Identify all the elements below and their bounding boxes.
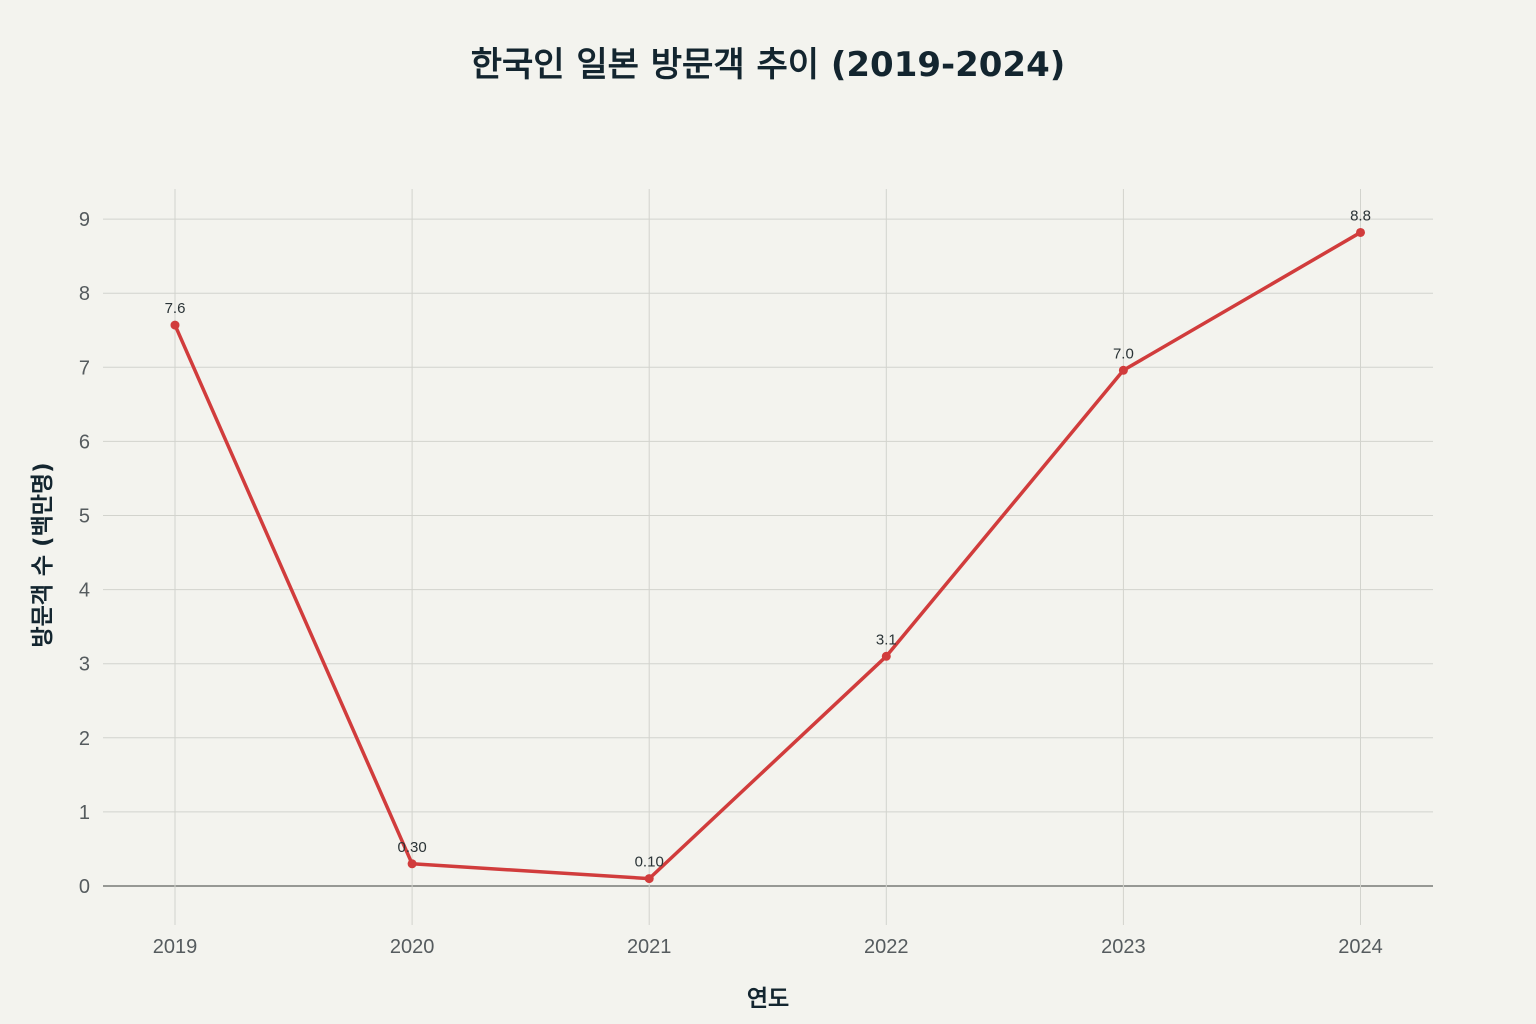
data-markers xyxy=(170,227,1365,884)
data-point xyxy=(1118,365,1128,375)
data-label: 0.30 xyxy=(397,839,426,856)
y-tick-label: 1 xyxy=(79,802,90,824)
data-label: 7.6 xyxy=(165,300,186,317)
data-labels: 7.6 0.30 0.10 3.1 7.0 8.8 xyxy=(165,207,1371,870)
x-tick-label: 2023 xyxy=(1101,936,1146,958)
data-label: 7.0 xyxy=(1113,345,1134,362)
series-line-group xyxy=(173,230,1362,881)
data-point xyxy=(170,320,180,330)
data-label: 0.10 xyxy=(635,854,664,871)
data-point xyxy=(407,859,417,869)
y-axis-title: 방문객 수 (백만명) xyxy=(30,462,56,647)
series-line xyxy=(173,230,1362,881)
y-tick-label: 8 xyxy=(79,283,90,305)
x-tick-label: 2020 xyxy=(390,936,435,958)
y-tick-label: 3 xyxy=(79,654,90,676)
x-tick-label: 2024 xyxy=(1338,936,1383,958)
tick-labels: 0 1 2 3 4 5 6 7 8 9 2019 2020 2021 2022 2023 2024 xyxy=(79,209,1383,958)
data-label: 8.8 xyxy=(1350,207,1371,224)
y-tick-label: 9 xyxy=(79,209,90,231)
data-point xyxy=(1356,227,1365,237)
grid-lines xyxy=(103,189,1433,925)
data-point xyxy=(881,651,891,661)
y-tick-label: 2 xyxy=(79,728,90,750)
data-point xyxy=(644,874,654,884)
chart-title: 한국인 일본 방문객 추이 (2019-2024) xyxy=(471,45,1066,85)
y-tick-label: 5 xyxy=(79,506,90,528)
x-tick-label: 2021 xyxy=(627,936,672,958)
y-tick-label: 7 xyxy=(79,357,90,379)
x-axis-title: 연도 xyxy=(747,986,789,1012)
x-tick-label: 2022 xyxy=(864,936,909,958)
y-tick-label: 6 xyxy=(79,431,90,453)
y-tick-label: 4 xyxy=(79,580,90,602)
data-label: 3.1 xyxy=(876,631,897,648)
x-tick-label: 2019 xyxy=(153,936,198,958)
y-tick-label: 0 xyxy=(79,876,90,898)
